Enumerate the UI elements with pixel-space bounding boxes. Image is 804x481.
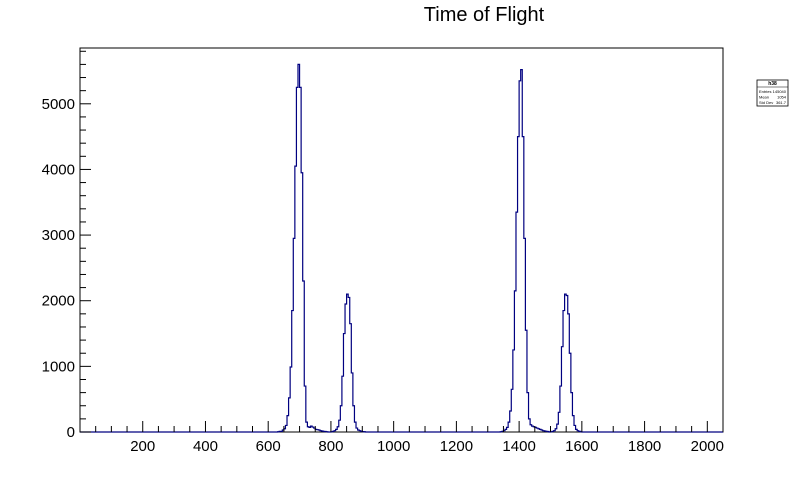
x-tick-label: 1000 <box>377 438 410 455</box>
x-tick-label: 2000 <box>691 438 724 455</box>
stats-mean-value: 1054 <box>777 95 787 100</box>
chart-title: Time of Flight <box>424 4 545 26</box>
histogram-series-line <box>80 63 723 433</box>
x-tick-label: 1800 <box>628 438 661 455</box>
x-tick-label: 1600 <box>565 438 598 455</box>
stats-stddev-value: 361.7 <box>776 100 787 105</box>
x-tick-label: 400 <box>193 438 218 455</box>
y-tick-label: 3000 <box>42 227 75 244</box>
stats-stddev-label: Std Dev <box>759 100 773 105</box>
stats-entries-label: Entries <box>759 89 771 94</box>
x-tick-label: 1400 <box>502 438 535 455</box>
stats-box-name: h38 <box>768 81 777 87</box>
y-axis-tick-labels: 0 1000 2000 3000 4000 5000 <box>42 96 75 441</box>
stats-entries-value: 145040 <box>773 89 787 94</box>
y-tick-label: 5000 <box>42 96 75 113</box>
y-tick-label: 2000 <box>42 293 75 310</box>
x-tick-label: 600 <box>256 438 281 455</box>
y-tick-label: 4000 <box>42 161 75 178</box>
stats-box: h38 Entries 145040 Mean 1054 Std Dev 361… <box>756 79 789 107</box>
x-tick-label: 1200 <box>440 438 473 455</box>
x-tick-label: 200 <box>130 438 155 455</box>
y-tick-label: 1000 <box>42 358 75 375</box>
stats-mean-label: Mean <box>759 95 769 100</box>
y-axis-ticks <box>80 50 91 433</box>
plot-frame <box>79 47 724 433</box>
y-tick-label: 0 <box>67 424 75 441</box>
x-axis-ticks <box>95 421 724 432</box>
x-tick-label: 800 <box>318 438 343 455</box>
x-axis-tick-labels: 200 400 600 800 1000 1200 1400 1600 1800 2000 <box>130 438 724 455</box>
